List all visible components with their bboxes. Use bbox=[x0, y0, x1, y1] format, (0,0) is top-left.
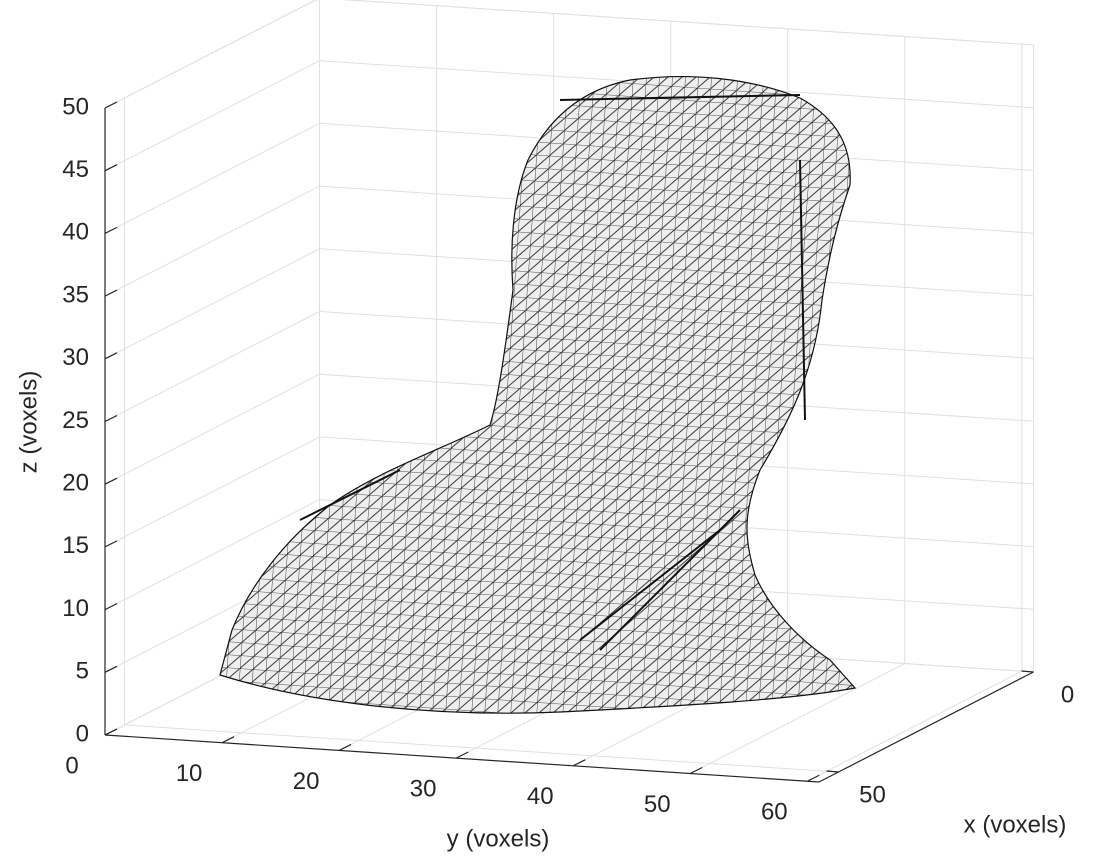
y-tick-label: 50 bbox=[644, 791, 671, 818]
z-tick-label: 10 bbox=[62, 595, 89, 622]
z-tick bbox=[104, 414, 118, 423]
z-axis-label: z (voxels) bbox=[15, 371, 42, 474]
y-axis-label: y (voxels) bbox=[447, 825, 550, 852]
x-tick bbox=[1021, 670, 1034, 673]
y-tick bbox=[572, 759, 586, 767]
grid-line bbox=[104, 60, 320, 172]
box-edge bbox=[104, 0, 317, 109]
y-axis bbox=[104, 734, 820, 783]
grid-line bbox=[104, 373, 320, 485]
z-tick bbox=[104, 665, 118, 673]
box-edge bbox=[342, 0, 1034, 46]
y-tick bbox=[455, 751, 469, 759]
grid-line bbox=[104, 122, 320, 234]
z-tick-label: 25 bbox=[62, 407, 89, 434]
y-tick-label: 30 bbox=[410, 775, 437, 802]
grid-line bbox=[124, 724, 839, 773]
z-tick bbox=[104, 289, 118, 297]
y-tick-label: 10 bbox=[176, 760, 203, 787]
y-tick bbox=[807, 774, 820, 782]
y-tick-label: 40 bbox=[527, 783, 554, 810]
z-tick-label: 15 bbox=[62, 532, 89, 559]
z-tick bbox=[104, 164, 118, 172]
x-tick-label: 50 bbox=[859, 781, 886, 808]
y-tick bbox=[689, 766, 703, 775]
mesh-ridge bbox=[299, 94, 806, 651]
y-tick-label: 60 bbox=[761, 799, 788, 826]
y-tick-label: 0 bbox=[65, 752, 78, 779]
grid-line bbox=[690, 663, 905, 774]
z-tick bbox=[104, 477, 118, 485]
z-tick-label: 5 bbox=[76, 658, 89, 685]
y-tick bbox=[104, 728, 118, 736]
z-tick-label: 30 bbox=[62, 344, 89, 371]
z-tick bbox=[104, 226, 118, 234]
y-tick bbox=[338, 743, 352, 751]
x-tick-label: 0 bbox=[1061, 681, 1074, 708]
z-tick-label: 35 bbox=[62, 281, 89, 308]
z-tick-label: 0 bbox=[76, 720, 89, 747]
mesh-outline bbox=[219, 75, 857, 714]
y-tick bbox=[221, 736, 235, 744]
axes: 0 5 10 15 20 25 30 35 40 45 50 0 10 20 30 40 50 60 0 50 bbox=[62, 93, 1074, 825]
z-tick bbox=[104, 101, 118, 109]
x-tick bbox=[826, 770, 839, 773]
grid-line bbox=[104, 311, 320, 422]
mesh-surface bbox=[219, 75, 857, 714]
z-tick bbox=[104, 352, 118, 360]
grid-line bbox=[104, 248, 320, 360]
z-tick-label: 45 bbox=[62, 156, 89, 183]
z-tick bbox=[104, 603, 118, 611]
grid-line bbox=[104, 436, 320, 548]
z-tick-label: 20 bbox=[62, 470, 89, 497]
z-tick bbox=[104, 540, 118, 548]
grid-line bbox=[104, 185, 320, 297]
z-tick-label: 40 bbox=[62, 219, 89, 246]
grid-line bbox=[807, 670, 1023, 782]
z-tick-label: 50 bbox=[62, 93, 89, 120]
mesh-fill bbox=[220, 76, 855, 714]
x-axis-label: x (voxels) bbox=[964, 811, 1067, 838]
x-axis bbox=[818, 671, 1034, 783]
y-tick-label: 20 bbox=[293, 768, 320, 795]
grid-line bbox=[104, 499, 320, 611]
